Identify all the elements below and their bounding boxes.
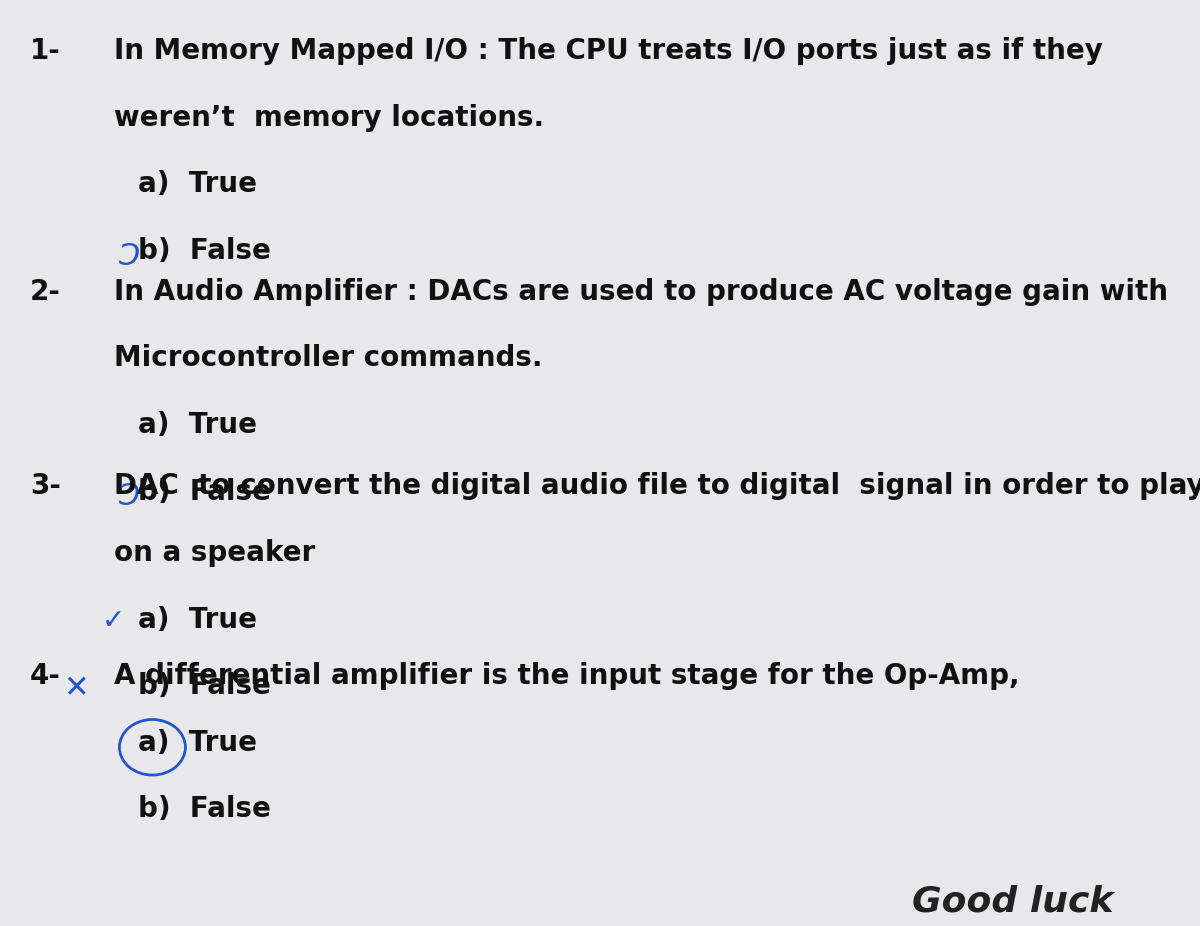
Text: Ɔ: Ɔ: [116, 242, 138, 270]
Text: Ɔ: Ɔ: [116, 482, 138, 511]
Text: b)  False: b) False: [138, 237, 271, 265]
Text: ✓: ✓: [102, 607, 125, 635]
Text: In Audio Amplifier : DACs are used to produce AC voltage gain with: In Audio Amplifier : DACs are used to pr…: [114, 278, 1168, 306]
Text: 2-: 2-: [30, 278, 61, 306]
Text: a)  True: a) True: [138, 606, 257, 633]
Text: A differential amplifier is the input stage for the Op-Amp,: A differential amplifier is the input st…: [114, 662, 1020, 690]
Text: 4-: 4-: [30, 662, 61, 690]
Text: b)  False: b) False: [138, 478, 271, 506]
Text: on a speaker: on a speaker: [114, 539, 316, 567]
Text: Microcontroller commands.: Microcontroller commands.: [114, 344, 542, 372]
Text: 3-: 3-: [30, 472, 61, 500]
Text: Good luck: Good luck: [912, 884, 1114, 919]
Text: b)  False: b) False: [138, 672, 271, 700]
Text: weren’t  memory locations.: weren’t memory locations.: [114, 104, 544, 131]
Text: a)  True: a) True: [138, 170, 257, 198]
Text: ✕: ✕: [64, 674, 89, 703]
Text: b)  False: b) False: [138, 795, 271, 823]
Text: a)  True: a) True: [138, 411, 257, 439]
Text: In Memory Mapped I/O : The CPU treats I/O ports just as if they: In Memory Mapped I/O : The CPU treats I/…: [114, 37, 1103, 65]
Text: a)  True: a) True: [138, 729, 257, 757]
Text: DAC  to convert the digital audio file to digital  signal in order to play it: DAC to convert the digital audio file to…: [114, 472, 1200, 500]
Text: 1-: 1-: [30, 37, 61, 65]
